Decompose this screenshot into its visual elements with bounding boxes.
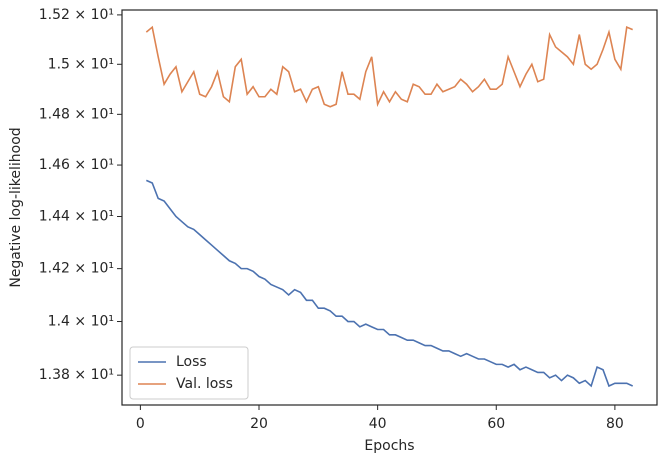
line bbox=[145, 25, 633, 108]
x-tick-label: 40 bbox=[369, 416, 387, 432]
line bbox=[146, 179, 634, 388]
axes-frame bbox=[121, 9, 658, 406]
y-tick-label: 1.38 × 10¹ bbox=[39, 367, 114, 383]
x-tick-label: 80 bbox=[606, 416, 624, 432]
legend-box bbox=[129, 346, 249, 400]
legend-label: Loss bbox=[176, 354, 207, 370]
y-tick-label: 1.44 × 10¹ bbox=[39, 208, 114, 224]
x-tick-label: 0 bbox=[136, 416, 145, 432]
y-tick-label: 1.46 × 10¹ bbox=[39, 157, 114, 173]
y-axis-label: Negative log-likelihood bbox=[8, 127, 24, 287]
y-tick-label: 1.48 × 10¹ bbox=[39, 106, 114, 122]
y-tick-label: 1.52 × 10¹ bbox=[39, 7, 114, 23]
x-axis-label: Epochs bbox=[364, 438, 414, 454]
y-tick-label: 1.4 × 10¹ bbox=[48, 314, 114, 330]
x-tick-label: 20 bbox=[250, 416, 268, 432]
y-tick-label: 1.42 × 10¹ bbox=[39, 261, 114, 277]
x-tick-label: 60 bbox=[487, 416, 505, 432]
y-tick-label: 1.5 × 10¹ bbox=[48, 56, 114, 72]
legend-label: Val. loss bbox=[176, 376, 233, 392]
